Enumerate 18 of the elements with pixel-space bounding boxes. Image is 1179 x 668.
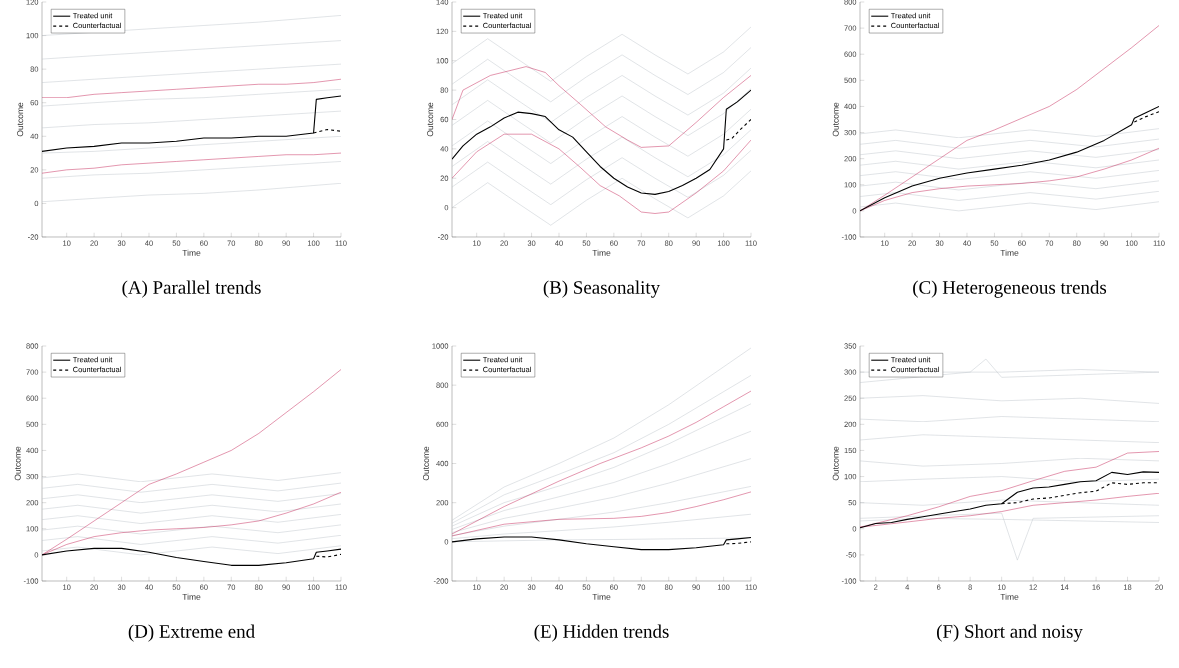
text: (E) Hidden trends: [534, 624, 669, 642]
x-axis-title: Time: [182, 593, 201, 600]
y-axis-title: Outcome: [427, 102, 434, 137]
text: (C) Heterogeneous trends: [913, 280, 1107, 298]
x-axis-title: Time: [182, 249, 201, 256]
text: (B) Seasonality: [543, 280, 661, 298]
y-axis-title: Outcome: [14, 446, 21, 481]
x-axis-title: Time: [592, 593, 611, 600]
x-axis-title: Time: [592, 249, 611, 256]
text: (F) Short and noisy: [936, 624, 1083, 642]
y-axis-title: Outcome: [17, 102, 24, 137]
y-axis-title: Outcome: [423, 446, 430, 481]
x-axis-title: Time: [1000, 249, 1019, 256]
text: (A) Parallel trends: [122, 280, 261, 298]
x-axis-title: Time: [1000, 593, 1019, 600]
y-axis-title: Outcome: [832, 446, 839, 481]
y-axis-title: Outcome: [832, 102, 839, 137]
text: (D) Extreme end: [128, 624, 255, 642]
